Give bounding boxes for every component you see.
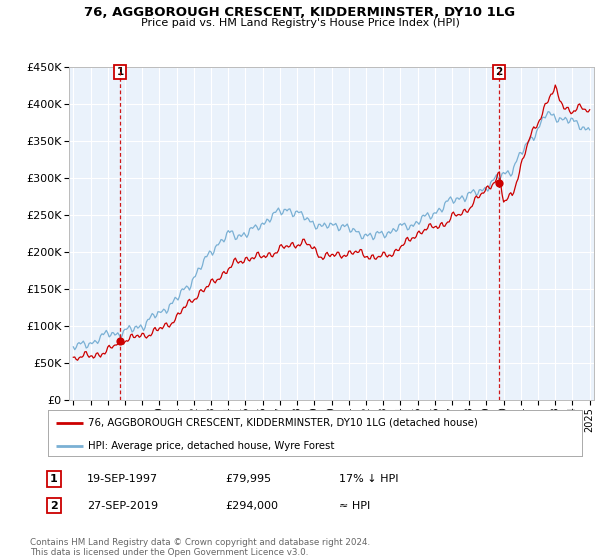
Text: £294,000: £294,000 <box>225 501 278 511</box>
Text: 76, AGGBOROUGH CRESCENT, KIDDERMINSTER, DY10 1LG (detached house): 76, AGGBOROUGH CRESCENT, KIDDERMINSTER, … <box>88 418 478 428</box>
Text: 19-SEP-1997: 19-SEP-1997 <box>87 474 158 484</box>
Text: 2: 2 <box>496 67 503 77</box>
Text: 17% ↓ HPI: 17% ↓ HPI <box>339 474 398 484</box>
Text: 27-SEP-2019: 27-SEP-2019 <box>87 501 158 511</box>
Text: 1: 1 <box>116 67 124 77</box>
Text: Price paid vs. HM Land Registry's House Price Index (HPI): Price paid vs. HM Land Registry's House … <box>140 18 460 28</box>
Text: Contains HM Land Registry data © Crown copyright and database right 2024.
This d: Contains HM Land Registry data © Crown c… <box>30 538 370 557</box>
Point <box>494 178 504 187</box>
Text: ≈ HPI: ≈ HPI <box>339 501 370 511</box>
Text: HPI: Average price, detached house, Wyre Forest: HPI: Average price, detached house, Wyre… <box>88 441 335 451</box>
Point <box>115 337 125 346</box>
Text: 2: 2 <box>50 501 58 511</box>
Text: 76, AGGBOROUGH CRESCENT, KIDDERMINSTER, DY10 1LG: 76, AGGBOROUGH CRESCENT, KIDDERMINSTER, … <box>85 6 515 18</box>
Text: £79,995: £79,995 <box>225 474 271 484</box>
Text: 1: 1 <box>50 474 58 484</box>
